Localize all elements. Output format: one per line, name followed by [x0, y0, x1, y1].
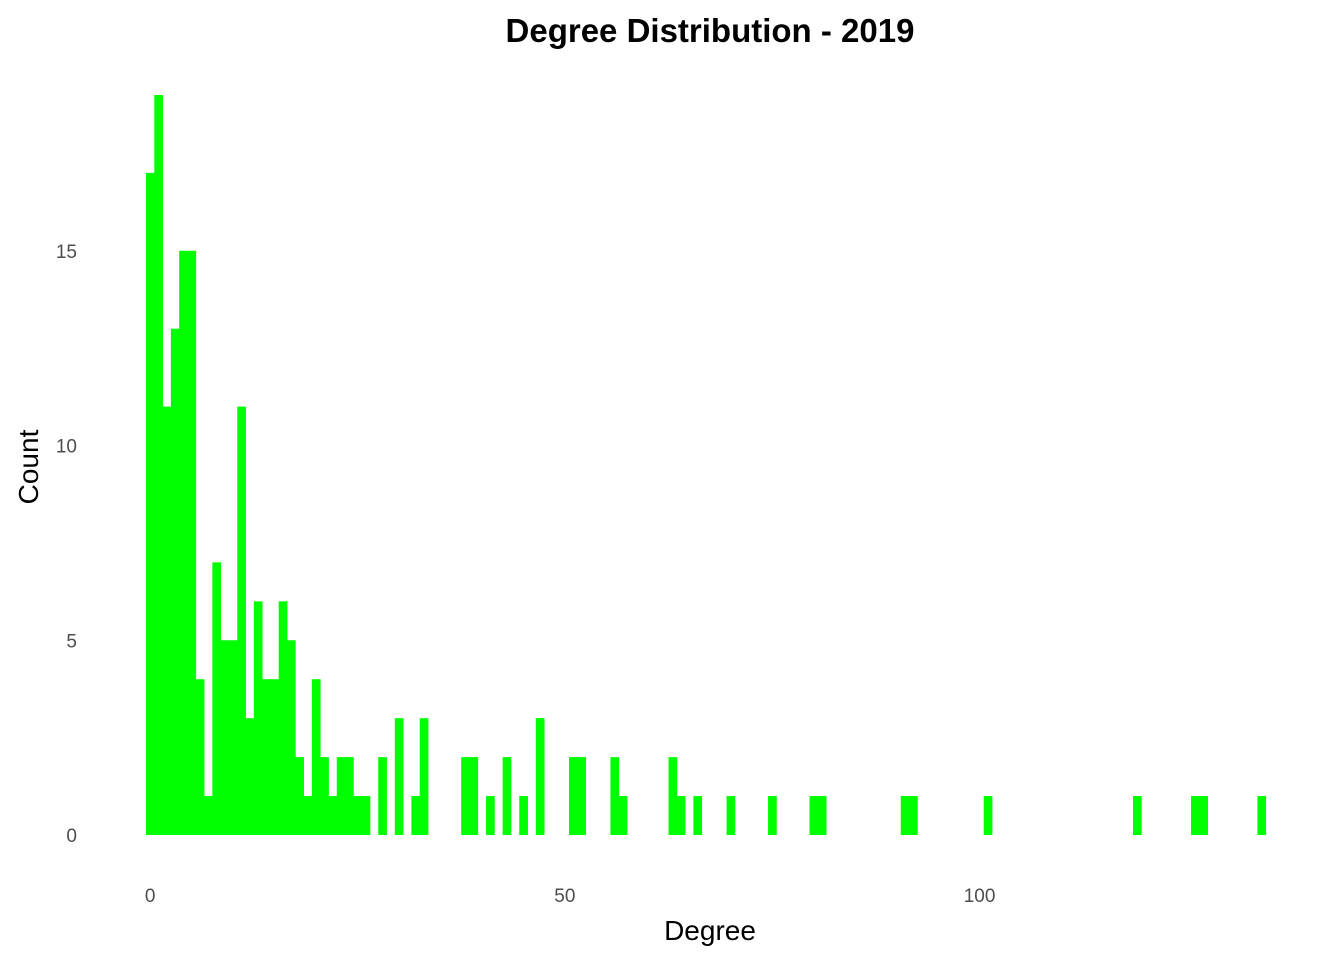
histogram-bar [486, 796, 495, 835]
histogram-bar [361, 796, 371, 835]
histogram-bar [394, 718, 404, 835]
histogram-bar [693, 796, 703, 835]
y-tick-label: 0 [66, 826, 77, 847]
histogram-bar [469, 757, 479, 835]
histogram-bar [817, 796, 827, 835]
histogram-bar [170, 328, 180, 835]
histogram-bar [179, 250, 188, 836]
histogram-bar [668, 757, 678, 835]
histogram-bar [1199, 796, 1209, 835]
histogram-bar [618, 796, 628, 835]
histogram-bar [336, 757, 346, 835]
histogram-bar [1257, 796, 1267, 835]
histogram-bar [295, 757, 304, 835]
histogram-bar [983, 796, 993, 835]
histogram-bar [345, 757, 354, 835]
x-axis-label: Degree [664, 915, 756, 946]
histogram-bar [278, 601, 288, 835]
histogram-bar [535, 718, 545, 835]
histogram-bar [502, 757, 512, 835]
histogram-bar [253, 601, 263, 835]
histogram-bar [187, 250, 197, 836]
histogram-bar [212, 562, 222, 835]
histogram-bar [1191, 796, 1200, 835]
histogram-bar [204, 796, 213, 835]
histogram-bar [353, 796, 363, 835]
histogram-bar [378, 757, 387, 835]
histogram-bar [461, 757, 470, 835]
histogram-bar [237, 406, 246, 835]
histogram-bar [909, 796, 918, 835]
histogram-bar [569, 757, 578, 835]
y-tick-label: 10 [56, 437, 77, 458]
bars-group [146, 95, 1267, 836]
histogram-bar [900, 796, 910, 835]
histogram-bar [726, 796, 736, 835]
chart-title: Degree Distribution - 2019 [506, 12, 915, 49]
histogram-bar [1133, 796, 1142, 835]
x-axis-ticks: 0 50 100 [145, 886, 996, 907]
histogram-bar [270, 679, 280, 835]
histogram-bar [419, 718, 429, 835]
histogram-bar [245, 718, 255, 835]
y-tick-label: 15 [56, 242, 77, 263]
histogram-bar [320, 757, 329, 835]
y-axis-ticks: 0 5 10 15 [56, 242, 77, 847]
histogram-bar [411, 796, 421, 835]
histogram-bar [154, 95, 163, 835]
y-axis-label: Count [13, 429, 44, 504]
histogram-bar [768, 796, 777, 835]
histogram-bar [311, 679, 321, 835]
histogram-bar [146, 172, 155, 835]
histogram-bar [676, 796, 686, 835]
histogram-bar [228, 640, 238, 835]
histogram-bar [262, 679, 271, 835]
x-tick-label: 0 [145, 886, 156, 907]
histogram-bar [610, 757, 620, 835]
histogram-bar [195, 679, 205, 835]
x-tick-label: 100 [964, 886, 996, 907]
histogram-bar [303, 796, 313, 835]
histogram-bar [577, 757, 586, 835]
histogram-bar [519, 796, 528, 835]
x-tick-label: 50 [554, 886, 575, 907]
histogram-bar [162, 406, 172, 835]
histogram-bar [220, 640, 230, 835]
histogram-bar [809, 796, 819, 835]
y-tick-label: 5 [66, 631, 77, 652]
histogram-bar [287, 640, 296, 835]
histogram-bar [328, 796, 338, 835]
